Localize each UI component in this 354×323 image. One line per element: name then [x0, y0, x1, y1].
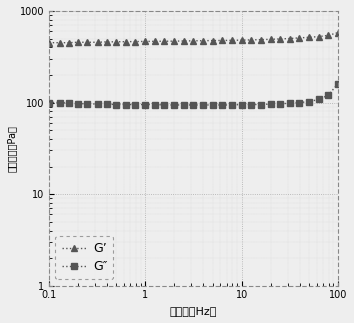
G’: [143, 39, 148, 43]
G’: [316, 35, 321, 38]
G’: [220, 38, 224, 42]
G’: [230, 38, 234, 42]
G″: [211, 103, 215, 107]
G’: [153, 39, 157, 43]
Line: G’: G’: [46, 30, 341, 46]
G’: [133, 40, 138, 44]
G’: [240, 38, 244, 42]
G’: [307, 36, 311, 39]
G’: [58, 41, 62, 45]
G″: [58, 100, 62, 104]
Line: G″: G″: [46, 81, 341, 108]
G″: [153, 103, 157, 107]
G″: [162, 103, 167, 107]
G″: [47, 100, 51, 104]
G″: [85, 102, 90, 106]
G’: [268, 37, 273, 41]
G″: [67, 101, 71, 105]
G″: [172, 103, 176, 107]
G’: [105, 40, 109, 44]
G’: [278, 37, 282, 41]
G″: [133, 103, 138, 107]
G″: [182, 103, 186, 107]
G″: [220, 103, 224, 107]
G’: [201, 39, 205, 43]
G’: [114, 40, 119, 44]
G’: [211, 39, 215, 43]
G’: [182, 39, 186, 43]
G″: [307, 100, 311, 104]
G″: [259, 103, 263, 107]
G″: [191, 103, 195, 107]
G’: [336, 31, 340, 35]
G’: [162, 39, 167, 43]
G″: [287, 101, 292, 105]
G″: [230, 103, 234, 107]
G’: [259, 38, 263, 42]
G″: [124, 103, 128, 107]
G″: [316, 98, 321, 101]
G’: [67, 41, 71, 45]
G″: [240, 103, 244, 107]
G’: [96, 40, 100, 44]
G’: [172, 39, 176, 43]
G’: [326, 34, 330, 37]
G″: [278, 102, 282, 106]
X-axis label: 周波数（Hz）: 周波数（Hz）: [170, 306, 217, 316]
G’: [124, 40, 128, 44]
G’: [287, 36, 292, 40]
G″: [326, 93, 330, 97]
G″: [105, 102, 109, 106]
G’: [249, 38, 253, 42]
G″: [297, 100, 302, 104]
G’: [191, 39, 195, 43]
G″: [114, 103, 119, 107]
G″: [268, 102, 273, 106]
G″: [76, 102, 80, 106]
G″: [201, 103, 205, 107]
G’: [76, 40, 80, 44]
G″: [249, 103, 253, 107]
G″: [96, 102, 100, 106]
G’: [297, 36, 302, 40]
G″: [336, 82, 340, 86]
Y-axis label: 貯弾性率（Pa）: 貯弾性率（Pa）: [7, 125, 17, 172]
G’: [47, 41, 51, 45]
Legend: G’, G″: G’, G″: [55, 236, 114, 279]
G″: [143, 103, 148, 107]
G’: [85, 40, 90, 44]
